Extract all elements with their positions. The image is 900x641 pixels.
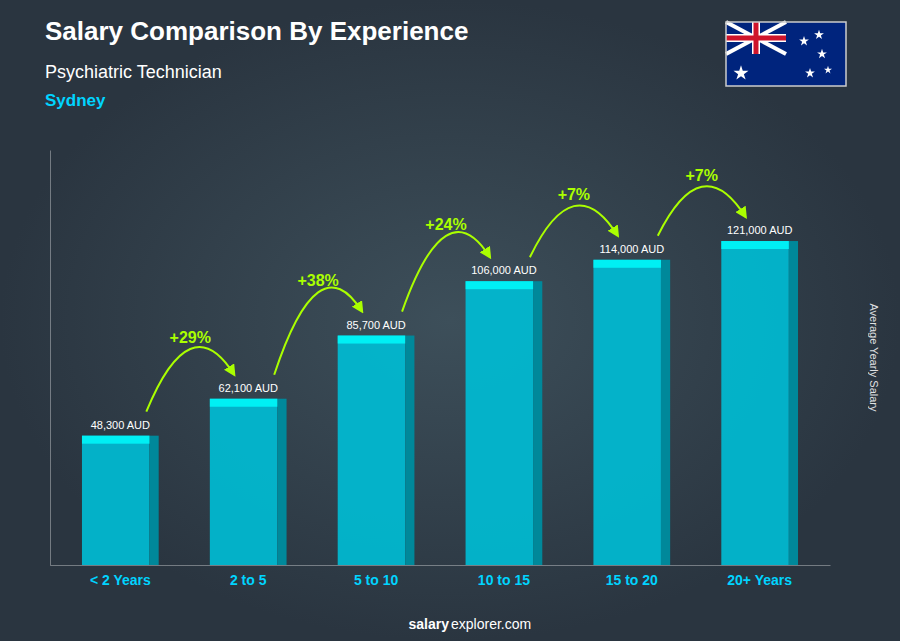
data-label: 106,000 AUD bbox=[471, 264, 536, 276]
change-label: +38% bbox=[297, 272, 338, 289]
bar-side bbox=[789, 241, 798, 565]
flag-saltire bbox=[726, 22, 786, 54]
data-label: 85,700 AUD bbox=[346, 319, 405, 331]
data-label: 48,300 AUD bbox=[91, 419, 150, 431]
bar bbox=[338, 336, 406, 565]
flag-saltire bbox=[726, 22, 786, 54]
bars bbox=[82, 241, 798, 565]
y-axis bbox=[50, 151, 51, 566]
bar-side bbox=[277, 399, 286, 565]
bar-top bbox=[721, 241, 789, 249]
change-arrow bbox=[274, 287, 362, 374]
chart: Salary Comparison By Experience Psychiatr… bbox=[0, 0, 900, 641]
change-label: +7% bbox=[558, 186, 590, 203]
x-tick: 20+ Years bbox=[727, 565, 792, 588]
x-tick: 5 to 10 bbox=[354, 565, 399, 588]
x-tick-label: 2 to 5 bbox=[230, 572, 267, 588]
bar-top bbox=[210, 399, 278, 407]
bar bbox=[210, 399, 278, 565]
flag-border bbox=[726, 22, 846, 86]
x-tick: 15 to 20 bbox=[606, 565, 658, 588]
flag-field bbox=[726, 22, 846, 86]
bar-top bbox=[82, 436, 150, 444]
x-tick: 2 to 5 bbox=[230, 565, 267, 588]
subtitle: Psychiatric Technician bbox=[45, 62, 222, 82]
change-arrow bbox=[530, 205, 618, 257]
x-tick-label: 10 to 15 bbox=[478, 572, 530, 588]
bar bbox=[82, 436, 150, 565]
background bbox=[0, 0, 900, 641]
bar-side bbox=[149, 436, 158, 565]
change-arrow bbox=[658, 186, 746, 236]
plot: < 2 Years 2 to 5 5 to 10 10 to 15 15 to 20 20… bbox=[51, 151, 831, 588]
data-label: 62,100 AUD bbox=[219, 382, 278, 394]
x-tick: < 2 Years bbox=[90, 565, 151, 588]
flag bbox=[726, 22, 846, 86]
title: Salary Comparison By Experience bbox=[45, 16, 468, 46]
change-arrow bbox=[146, 347, 234, 412]
y-axis-line bbox=[50, 151, 51, 566]
flag-star bbox=[814, 30, 824, 39]
x-axis: < 2 Years 2 to 5 5 to 10 10 to 15 15 to 20 20… bbox=[51, 565, 831, 588]
bar bbox=[466, 281, 534, 565]
bar bbox=[721, 241, 789, 565]
flag-star bbox=[824, 66, 832, 74]
change-arrow bbox=[402, 232, 490, 312]
x-axis-line bbox=[51, 565, 831, 566]
bar-side bbox=[533, 281, 542, 565]
bar-side bbox=[661, 260, 670, 565]
x-tick-label: 5 to 10 bbox=[354, 572, 399, 588]
footer: explorer.com bbox=[451, 616, 531, 632]
flag-star bbox=[733, 65, 748, 79]
bar-top bbox=[466, 281, 534, 289]
x-tick-label: < 2 Years bbox=[90, 572, 151, 588]
x-tick-label: 15 to 20 bbox=[606, 572, 658, 588]
bar-top bbox=[593, 260, 661, 268]
flag-star bbox=[805, 68, 815, 77]
data-label: 114,000 AUD bbox=[599, 243, 664, 255]
data-label: 121,000 AUD bbox=[727, 224, 792, 236]
y-axis-title: Average Yearly Salary bbox=[868, 303, 880, 412]
annotations: 48,300 AUD 62,100 AUD 85,700 AUD 106,000 AU… bbox=[91, 167, 793, 431]
bar-top bbox=[338, 336, 406, 344]
flag-star bbox=[799, 36, 809, 45]
x-tick-label: 20+ Years bbox=[727, 572, 792, 588]
change-label: +7% bbox=[686, 167, 718, 184]
change-label: +29% bbox=[170, 329, 211, 346]
footer: salary bbox=[409, 616, 450, 632]
flag-star bbox=[817, 49, 827, 58]
city: Sydney bbox=[45, 91, 106, 110]
x-tick: 10 to 15 bbox=[478, 565, 530, 588]
bar-side bbox=[405, 336, 414, 565]
bar bbox=[593, 260, 661, 565]
change-label: +24% bbox=[425, 216, 466, 233]
flag-cross bbox=[754, 22, 759, 54]
